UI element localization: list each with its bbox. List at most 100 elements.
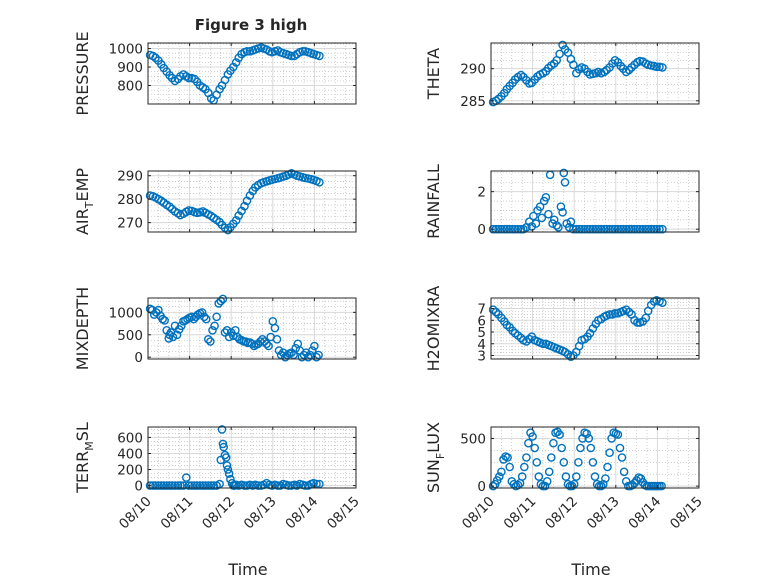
data-point [535, 202, 545, 211]
data-point [560, 177, 570, 187]
y-axis-label: PRESSURE [73, 31, 92, 115]
data-point [201, 481, 210, 490]
data-point [541, 192, 551, 202]
data-point [624, 65, 634, 75]
data-point [216, 455, 226, 465]
data-point [658, 63, 667, 72]
data-point [172, 330, 182, 340]
data-point [596, 224, 606, 234]
data-point [621, 476, 631, 486]
data-point [315, 177, 324, 187]
y-tick-label: 285 [460, 94, 486, 110]
data-point [624, 307, 634, 317]
data-point [156, 481, 166, 490]
data-point [242, 47, 252, 56]
data-point [160, 316, 169, 325]
data-point [599, 67, 609, 77]
data-point [228, 331, 238, 341]
y-tick-label: 0 [477, 479, 486, 495]
data-point [184, 73, 194, 83]
data-point [223, 465, 233, 474]
data-point [199, 312, 209, 322]
data-point [531, 219, 541, 228]
data-point [156, 196, 166, 206]
data-point [630, 224, 639, 234]
axes-box [490, 426, 700, 489]
data-point [574, 457, 583, 467]
data-point [219, 442, 228, 452]
data-point [488, 481, 498, 491]
data-point [520, 462, 529, 472]
data-point [584, 434, 594, 443]
data-point [633, 224, 642, 234]
data-point [165, 202, 174, 211]
data-point [231, 215, 241, 225]
data-point [602, 224, 611, 234]
axes-box [490, 297, 700, 360]
data-point [158, 314, 167, 324]
data-point [616, 224, 626, 234]
data-point [170, 481, 180, 490]
data-point [497, 467, 506, 477]
y-tick-label: 0 [477, 222, 486, 238]
series-markers [488, 427, 666, 491]
subplot-air-temp: 270 280 290 AIRTEMP [73, 168, 357, 235]
data-point [619, 224, 628, 234]
data-point [151, 481, 160, 490]
data-point [576, 443, 585, 453]
x-axis-label: Time [570, 560, 610, 579]
data-point [591, 224, 601, 234]
y-tick-label: 900 [117, 60, 143, 76]
data-point [643, 224, 653, 234]
y-axis-label-main: AIR [73, 208, 92, 235]
data-point [658, 224, 667, 234]
data-point [574, 224, 584, 234]
data-point [192, 481, 202, 490]
y-tick-label: 400 [117, 446, 143, 462]
data-point [646, 224, 656, 234]
data-point [572, 224, 581, 234]
data-point [524, 438, 533, 448]
data-point [494, 472, 504, 481]
data-point [247, 339, 257, 349]
axes-box [490, 170, 700, 233]
data-point [173, 208, 183, 218]
data-point [583, 67, 592, 77]
data-point [517, 472, 527, 481]
data-point [525, 334, 534, 344]
series-markers [145, 168, 324, 235]
data-point [179, 481, 188, 490]
data-point [208, 325, 217, 335]
y-axis-label-main: PRESSURE [73, 31, 92, 115]
y-axis-label: MIXDEPTH [73, 287, 92, 370]
data-point [273, 481, 283, 490]
data-point [198, 481, 208, 490]
data-point [222, 461, 232, 470]
data-point [249, 341, 259, 351]
data-point [558, 40, 567, 50]
data-point [655, 224, 664, 234]
data-point [176, 481, 185, 490]
data-point [168, 332, 178, 342]
data-point [588, 457, 598, 467]
y-axis-label-main: MIXDEPTH [73, 287, 92, 370]
data-point [181, 473, 191, 482]
subplot-pressure: 800 900 1000 PRESSURE [73, 31, 357, 116]
data-point [503, 453, 512, 462]
y-tick-label: 1000 [109, 42, 143, 58]
y-tick-label: 500 [117, 328, 143, 344]
data-point [588, 224, 598, 234]
figure-title: Figure 3 high [195, 16, 308, 34]
data-point [557, 443, 567, 453]
data-point [635, 224, 645, 234]
data-point [497, 224, 506, 234]
data-point [253, 481, 263, 490]
data-point [561, 472, 571, 481]
data-point [522, 453, 531, 462]
data-point [542, 476, 552, 486]
data-point [530, 443, 540, 453]
data-point [628, 480, 637, 490]
data-point [165, 481, 174, 490]
y-tick-label: 600 [117, 430, 143, 446]
